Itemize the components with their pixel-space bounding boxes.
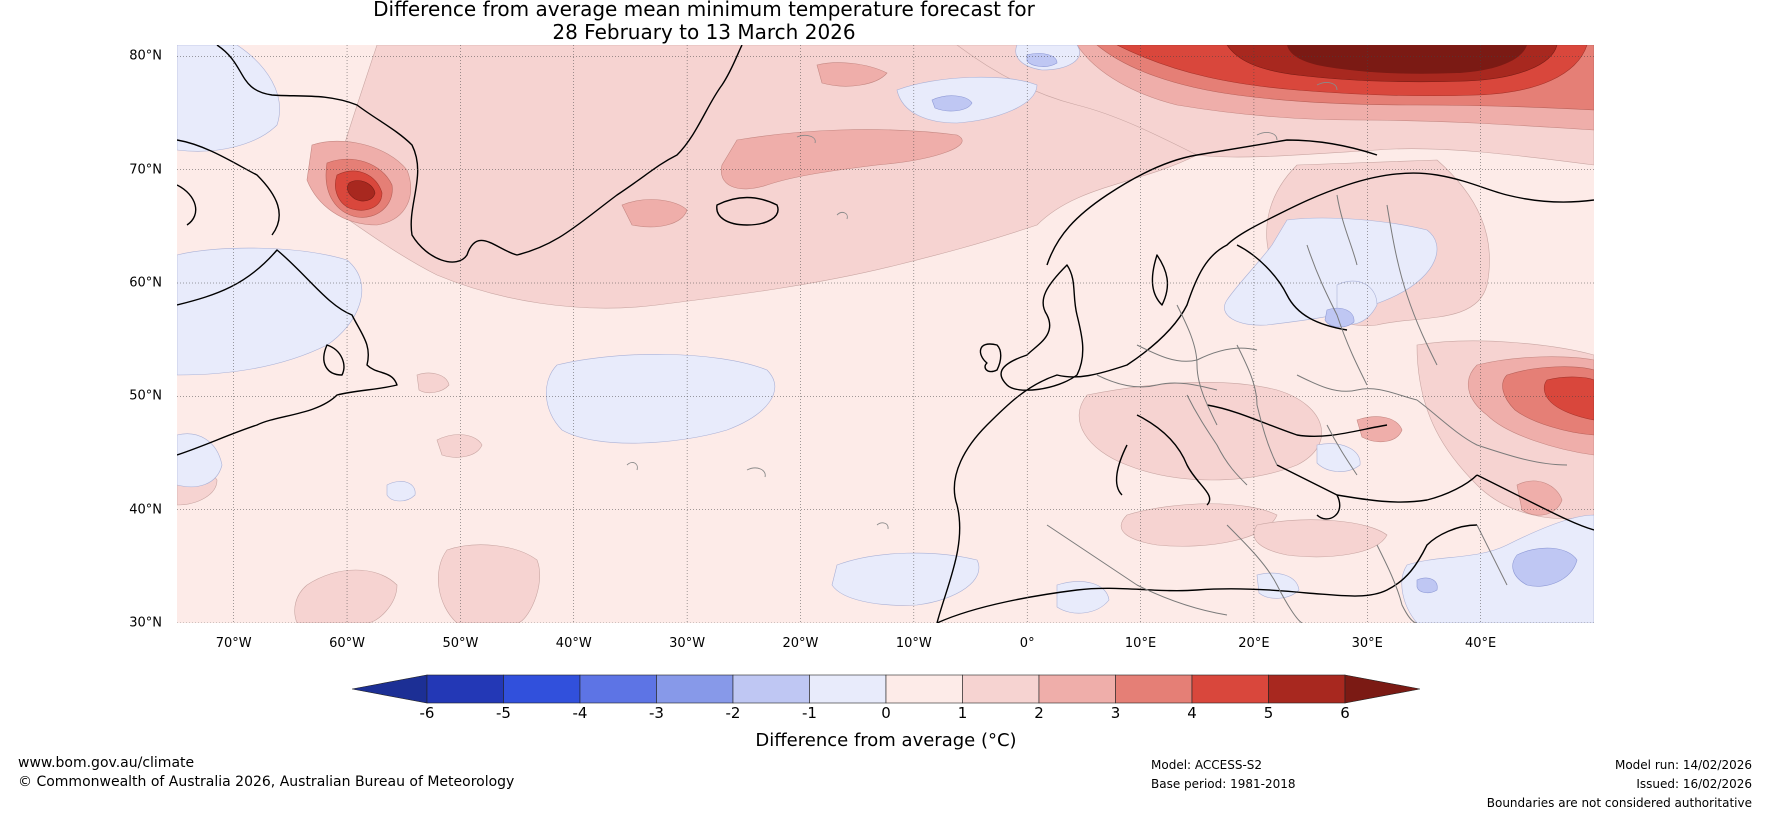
colorbar-segment — [1038, 674, 1116, 704]
colorbar — [352, 674, 1420, 704]
country-borders — [1046, 194, 1568, 623]
coastlines — [177, 45, 1594, 623]
anomaly-above-6-regions — [1287, 45, 1527, 74]
colorbar-extension-low — [352, 674, 428, 704]
footer-model-run: Model run: 14/02/2026 — [1614, 758, 1752, 772]
colorbar-tick-label: 6 — [1340, 704, 1350, 722]
latitude-label: 70°N — [129, 162, 162, 178]
footer-copyright: © Commonwealth of Australia 2026, Austra… — [18, 774, 515, 790]
colorbar-segment — [1115, 674, 1193, 704]
colorbar-segment — [1268, 674, 1346, 704]
colorbar-label: Difference from average (°C) — [755, 730, 1017, 751]
colorbar-segment — [809, 674, 887, 704]
footer-disclaimer: Boundaries are not considered authoritat… — [1486, 796, 1752, 810]
colorbar-tick-label: 0 — [881, 704, 891, 722]
longitude-label: 30°E — [1351, 636, 1383, 651]
colorbar-segment — [962, 674, 1040, 704]
colorbar-tick-label: -3 — [649, 704, 664, 722]
colorbar-segment — [579, 674, 657, 704]
footer-website: www.bom.gov.au/climate — [18, 755, 195, 771]
colorbar-extension-high — [1344, 674, 1420, 704]
footer-base-period: Base period: 1981-2018 — [1151, 777, 1296, 791]
anomaly-minus-2-to-minus-1-regions — [931, 53, 1578, 594]
colorbar-tick-label: 1 — [957, 704, 968, 722]
colorbar-segment — [656, 674, 734, 704]
longitude-label: 30°W — [669, 636, 706, 651]
colorbar-segment — [885, 674, 963, 704]
longitude-label: 10°W — [895, 636, 932, 651]
anomaly-minus-1-to-0-regions — [177, 45, 1594, 623]
latitude-label: 80°N — [129, 48, 162, 64]
title-line-1: Difference from average mean minimum tem… — [373, 0, 1035, 21]
colorbar-segment — [503, 674, 581, 704]
colorbar-segment — [732, 674, 810, 704]
latitude-label: 30°N — [129, 615, 162, 631]
colorbar-tick-label: 2 — [1034, 704, 1044, 722]
latitude-label: 50°N — [129, 388, 162, 404]
latitude-label: 40°N — [129, 502, 162, 518]
longitude-label: 60°W — [329, 636, 365, 651]
colorbar-tick-label: -4 — [572, 704, 588, 722]
longitude-label: 0° — [1019, 636, 1035, 651]
colorbar-tick-label: -6 — [419, 704, 435, 722]
longitude-label: 40°E — [1464, 636, 1497, 651]
map-title: Difference from average mean minimum tem… — [0, 0, 1408, 44]
colorbar-tick-label: 4 — [1187, 704, 1197, 722]
colorbar-segment — [1191, 674, 1269, 704]
colorbar-segment — [426, 674, 504, 704]
colorbar-tick-label: 3 — [1110, 704, 1121, 722]
colorbar-tick-label: -1 — [802, 704, 817, 722]
latitude-label: 60°N — [129, 275, 162, 291]
forecast-map — [177, 45, 1594, 623]
footer-model: Model: ACCESS-S2 — [1151, 758, 1263, 772]
map-canvas — [177, 45, 1594, 623]
longitude-label: 70°W — [215, 636, 252, 651]
colorbar-tick-label: 5 — [1263, 704, 1274, 722]
longitude-label: 10°E — [1124, 636, 1157, 651]
longitude-label: 50°W — [442, 636, 479, 651]
colorbar-tick-label: -5 — [496, 704, 511, 722]
footer-issued: Issued: 16/02/2026 — [1636, 777, 1752, 791]
graticule — [177, 45, 1594, 623]
longitude-label: 40°W — [555, 636, 592, 651]
colorbar-tick-label: -2 — [725, 704, 741, 722]
title-line-2: 28 February to 13 March 2026 — [552, 20, 856, 44]
longitude-label: 20°E — [1238, 636, 1270, 651]
minor-outlines — [626, 82, 1338, 530]
longitude-label: 20°W — [782, 636, 819, 651]
